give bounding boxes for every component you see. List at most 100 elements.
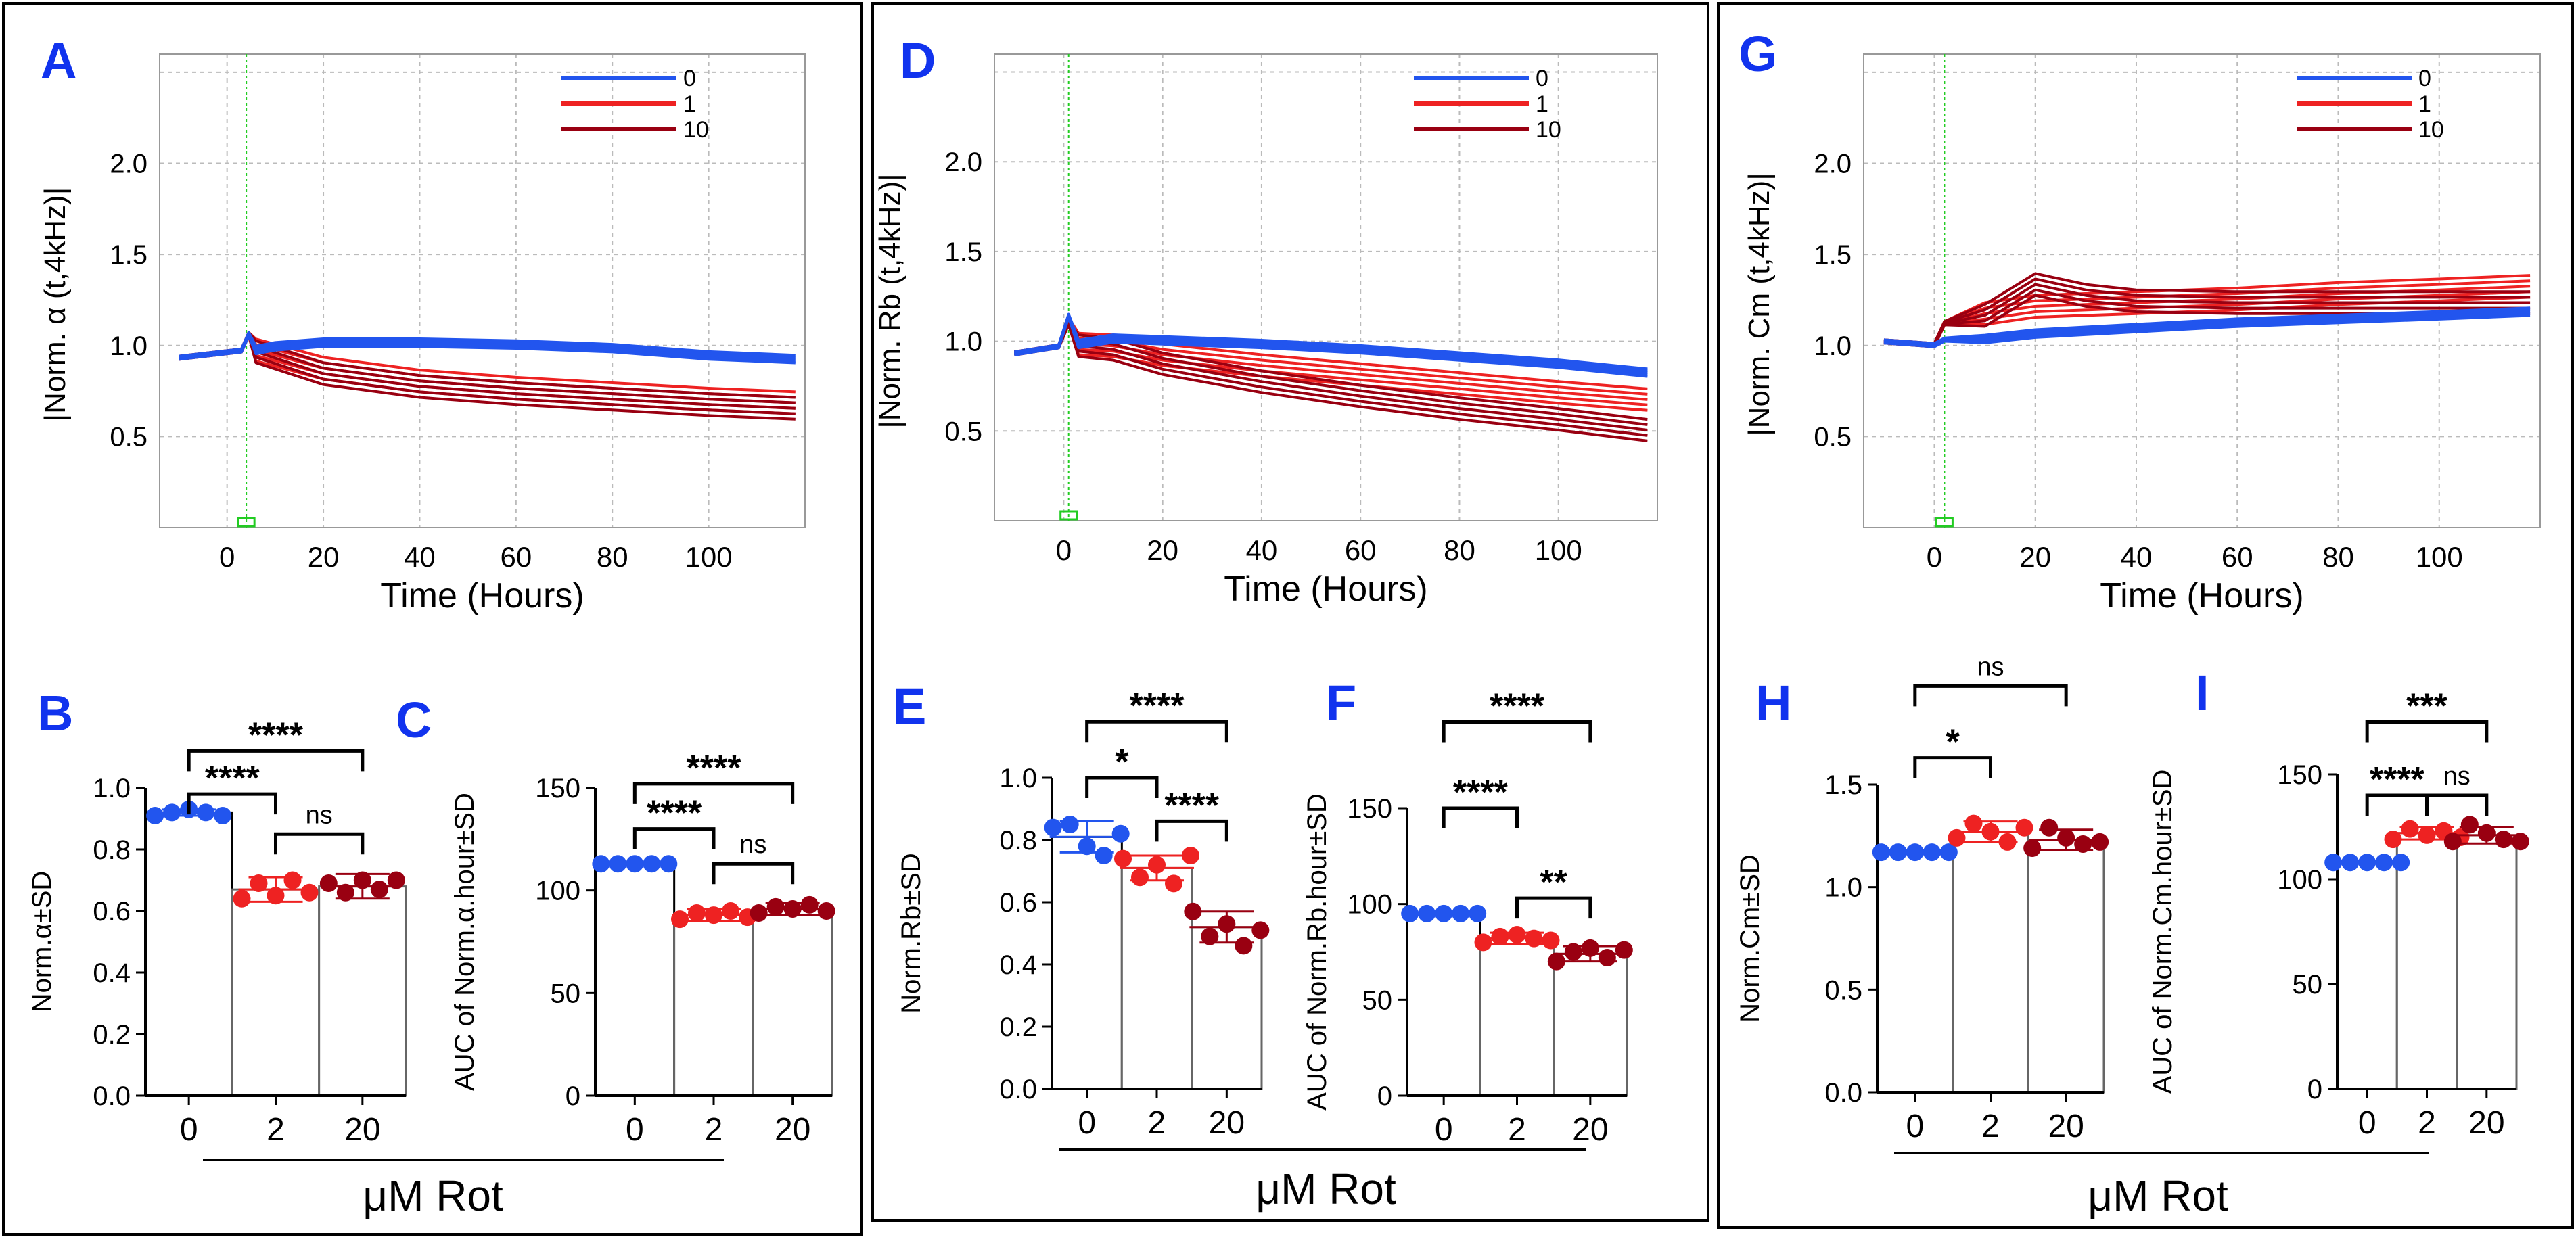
data-point-2 xyxy=(267,887,285,905)
y-tick-label: 1.0 xyxy=(93,774,131,803)
data-point-0 xyxy=(592,855,610,873)
legend-label-1: 1 xyxy=(1536,91,1548,117)
x-tick-label: 0 xyxy=(1056,534,1072,566)
data-point-20 xyxy=(2040,818,2058,837)
y-tick-label: 1.5 xyxy=(110,240,147,270)
y-axis-label: AUC of Norm.α.hour±SD xyxy=(450,793,480,1091)
data-point-0 xyxy=(2392,854,2410,872)
significance-bracket xyxy=(712,862,795,885)
data-point-20 xyxy=(817,902,835,920)
event-marker-box xyxy=(1935,517,1954,528)
series-line-0 xyxy=(1883,306,2531,345)
significance-label: ns xyxy=(306,801,333,829)
data-point-20 xyxy=(1564,943,1582,961)
data-point-20 xyxy=(2511,833,2529,851)
legend-label-0: 0 xyxy=(1536,66,1548,91)
bar-2 xyxy=(1952,831,2029,1094)
data-point-20 xyxy=(1251,921,1270,939)
data-point-20 xyxy=(353,871,371,889)
data-point-20 xyxy=(2023,839,2042,858)
y-tick-label: 2.0 xyxy=(944,147,982,177)
bar-20 xyxy=(318,885,407,1097)
data-point-20 xyxy=(1184,902,1202,920)
x-tick-label: 0 xyxy=(219,541,235,573)
bar-20 xyxy=(2456,834,2518,1090)
significance-bracket xyxy=(187,792,277,815)
data-point-2 xyxy=(722,902,739,920)
x-tick-label: 20 xyxy=(1209,1105,1245,1141)
y-tick-label: 0.5 xyxy=(1814,422,1852,452)
bar-2 xyxy=(673,914,754,1097)
significance-bracket xyxy=(1085,776,1159,798)
x-tick-label: 20 xyxy=(2468,1105,2504,1141)
y-tick-label: 2.0 xyxy=(110,149,147,179)
data-point-2 xyxy=(1165,874,1182,893)
data-point-20 xyxy=(2494,831,2512,849)
event-marker-box xyxy=(237,517,256,528)
plot-border xyxy=(159,53,806,528)
panel-letter: H xyxy=(1755,675,1791,731)
significance-label: ns xyxy=(2443,762,2470,791)
data-point-20 xyxy=(1201,927,1219,945)
y-tick-label: 1.0 xyxy=(110,331,147,361)
data-point-0 xyxy=(1923,843,1941,862)
bar-20 xyxy=(1552,952,1628,1097)
bar-2 xyxy=(2395,832,2458,1090)
x-axis-label: Time (Hours) xyxy=(1224,569,1427,609)
data-point-2 xyxy=(2384,831,2402,849)
y-tick-label: 100 xyxy=(535,876,580,906)
data-point-0 xyxy=(197,803,215,822)
data-point-20 xyxy=(2460,816,2479,834)
significance-bracket xyxy=(1913,756,1992,778)
y-tick-label: 150 xyxy=(2277,760,2322,790)
significance-bracket xyxy=(274,832,365,855)
series-line-0 xyxy=(1013,312,1648,371)
bar-2 xyxy=(1479,937,1555,1097)
data-point-20 xyxy=(2443,833,2462,851)
x-tick-label: 2 xyxy=(705,1112,723,1148)
significance-label: ns xyxy=(1977,653,2004,681)
data-point-0 xyxy=(643,855,661,873)
significance-label: **** xyxy=(1164,786,1220,825)
y-tick-label: 0.4 xyxy=(93,958,131,988)
data-point-2 xyxy=(1998,833,2017,851)
y-tick-label: 0.0 xyxy=(1824,1078,1862,1108)
group-x-label: μM Rot xyxy=(1256,1165,1396,1213)
data-point-2 xyxy=(1542,931,1560,950)
legend-label-1: 1 xyxy=(683,91,696,117)
data-point-20 xyxy=(319,874,338,893)
x-tick-label: 40 xyxy=(1246,534,1278,566)
legend-label-10: 10 xyxy=(2418,117,2444,143)
x-tick-label: 0 xyxy=(626,1112,644,1148)
data-point-0 xyxy=(2324,854,2343,872)
x-axis-label: Time (Hours) xyxy=(380,576,584,615)
data-point-2 xyxy=(1182,847,1199,864)
y-tick-label: 1.0 xyxy=(1814,331,1852,361)
data-point-0 xyxy=(146,806,164,824)
y-tick-label: 50 xyxy=(2293,970,2323,1000)
significance-label: ns xyxy=(739,831,766,859)
y-tick-label: 0.0 xyxy=(999,1075,1037,1104)
panel-letter: F xyxy=(1326,675,1356,731)
bar-chart-E: E0.00.20.40.60.81.00 2 20Norm.Rb±SD*******… xyxy=(893,678,1270,1141)
data-point-20 xyxy=(2091,833,2109,851)
data-point-2 xyxy=(1114,849,1132,868)
x-tick-label: 20 xyxy=(775,1112,810,1148)
significance-bracket xyxy=(1442,806,1519,828)
data-point-20 xyxy=(1547,952,1565,971)
x-tick-label: 2 xyxy=(267,1112,285,1148)
significance-bracket xyxy=(187,749,365,772)
data-point-2 xyxy=(250,874,268,893)
y-tick-label: 0 xyxy=(2307,1075,2322,1104)
significance-label: ** xyxy=(1540,863,1567,902)
plot-border xyxy=(994,53,1658,521)
y-tick-label: 1.5 xyxy=(944,237,982,267)
data-point-2 xyxy=(2401,820,2419,838)
x-tick-label: 20 xyxy=(308,541,340,573)
significance-label: * xyxy=(1946,723,1960,762)
y-tick-label: 0.6 xyxy=(93,897,131,927)
data-point-20 xyxy=(336,883,354,902)
